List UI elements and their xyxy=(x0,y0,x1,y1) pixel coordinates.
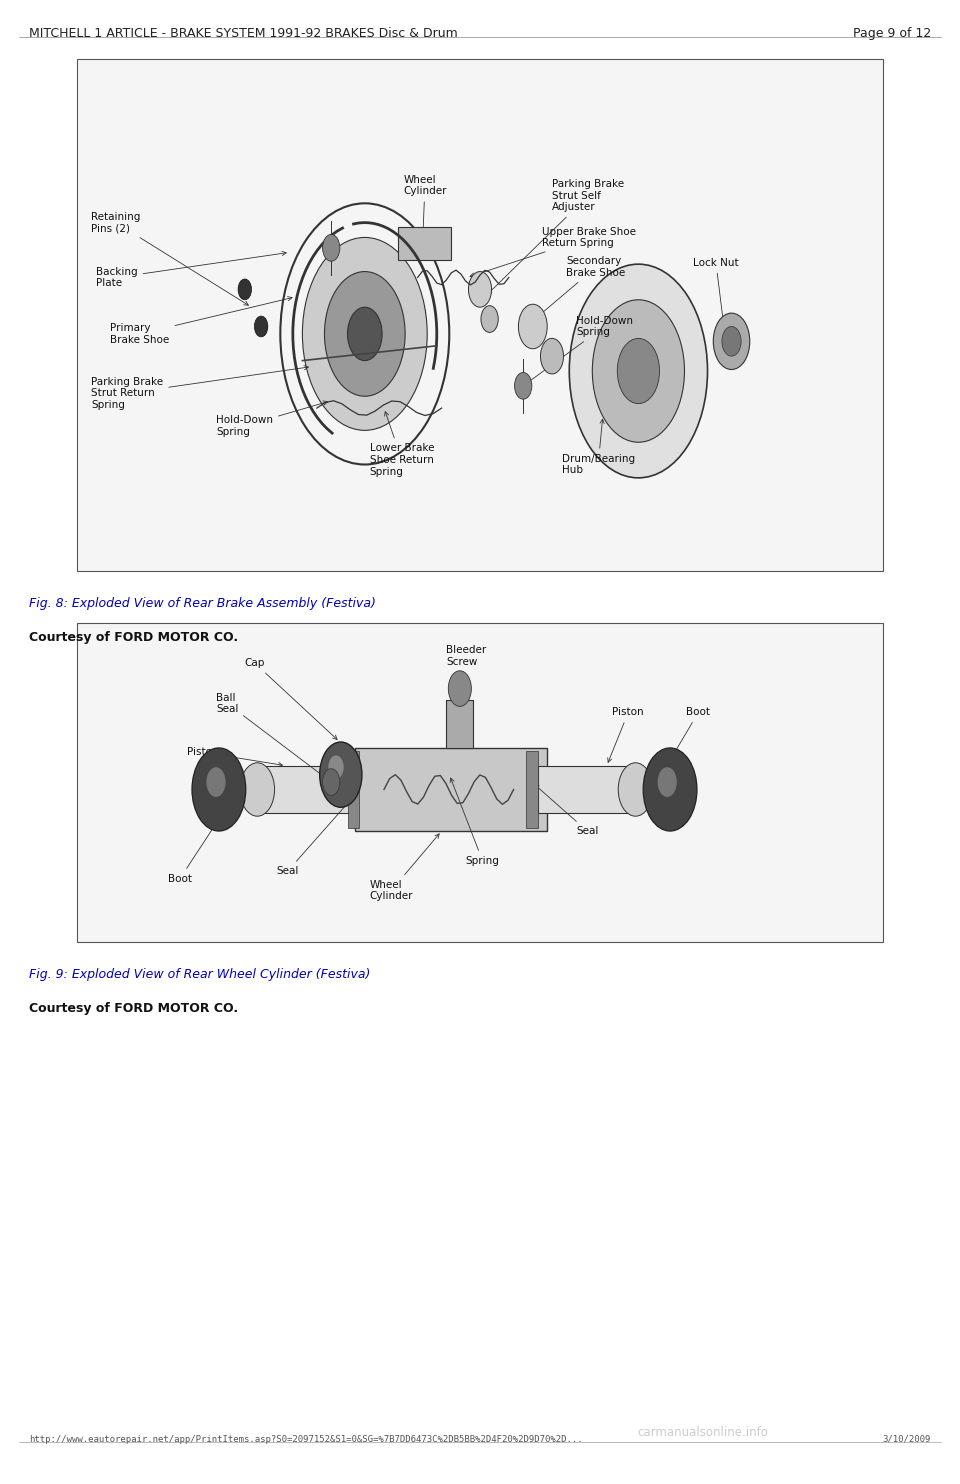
Text: Seal: Seal xyxy=(535,785,598,835)
Text: http://www.eautorepair.net/app/PrintItems.asp?S0=2097152&S1=0&SG=%7B7DD6473C%2DB: http://www.eautorepair.net/app/PrintItem… xyxy=(29,1435,583,1444)
Circle shape xyxy=(320,742,362,807)
Text: Fig. 8: Exploded View of Rear Brake Assembly (Festiva): Fig. 8: Exploded View of Rear Brake Asse… xyxy=(29,597,375,610)
Text: MITCHELL 1 ARTICLE - BRAKE SYSTEM 1991-92 BRAKES Disc & Drum: MITCHELL 1 ARTICLE - BRAKE SYSTEM 1991-9… xyxy=(29,27,458,40)
Circle shape xyxy=(713,313,750,370)
Text: Drum/Bearing
Hub: Drum/Bearing Hub xyxy=(562,418,635,475)
Bar xyxy=(526,751,538,828)
Circle shape xyxy=(468,272,492,307)
Circle shape xyxy=(348,307,382,361)
Circle shape xyxy=(254,316,268,337)
Text: Boot: Boot xyxy=(168,822,217,883)
Circle shape xyxy=(592,300,684,442)
Text: Spring: Spring xyxy=(450,778,499,865)
Text: Courtesy of FORD MOTOR CO.: Courtesy of FORD MOTOR CO. xyxy=(29,631,238,644)
Circle shape xyxy=(206,767,226,797)
Circle shape xyxy=(238,279,252,300)
Circle shape xyxy=(618,763,653,816)
Text: Backing
Plate: Backing Plate xyxy=(96,251,286,288)
Circle shape xyxy=(448,671,471,706)
Text: Ball
Seal: Ball Seal xyxy=(216,693,328,779)
Text: Secondary
Brake Shoe: Secondary Brake Shoe xyxy=(529,257,626,324)
Text: Wheel
Cylinder: Wheel Cylinder xyxy=(370,834,440,901)
Circle shape xyxy=(515,372,532,399)
Text: Fig. 9: Exploded View of Rear Wheel Cylinder (Festiva): Fig. 9: Exploded View of Rear Wheel Cyli… xyxy=(29,968,371,981)
Text: carmanualsonline.info: carmanualsonline.info xyxy=(637,1426,768,1439)
Text: 3/10/2009: 3/10/2009 xyxy=(883,1435,931,1444)
Circle shape xyxy=(518,304,547,349)
Circle shape xyxy=(540,338,564,374)
Bar xyxy=(77,623,883,942)
Text: Hold-Down
Spring: Hold-Down Spring xyxy=(526,316,633,384)
Text: Upper Brake Shoe
Return Spring: Upper Brake Shoe Return Spring xyxy=(470,227,636,278)
Text: Bleeder
Screw: Bleeder Screw xyxy=(446,646,487,690)
Text: Lower Brake
Shoe Return
Spring: Lower Brake Shoe Return Spring xyxy=(370,411,434,476)
Text: Piston: Piston xyxy=(187,748,282,767)
Circle shape xyxy=(240,763,275,816)
Text: Seal: Seal xyxy=(276,800,350,876)
Circle shape xyxy=(658,767,677,797)
Circle shape xyxy=(617,338,660,404)
Circle shape xyxy=(324,272,405,396)
Text: Boot: Boot xyxy=(674,708,710,754)
Circle shape xyxy=(569,264,708,478)
Text: Parking Brake
Strut Self
Adjuster: Parking Brake Strut Self Adjuster xyxy=(488,180,624,294)
Circle shape xyxy=(328,755,344,779)
Bar xyxy=(538,766,634,813)
Text: Piston: Piston xyxy=(608,708,644,763)
Bar xyxy=(259,766,355,813)
Circle shape xyxy=(323,769,340,795)
Text: Primary
Brake Shoe: Primary Brake Shoe xyxy=(110,297,292,344)
Circle shape xyxy=(323,234,340,261)
Bar xyxy=(77,59,883,571)
Text: Wheel
Cylinder: Wheel Cylinder xyxy=(403,175,446,245)
Circle shape xyxy=(192,748,246,831)
Circle shape xyxy=(643,748,697,831)
Bar xyxy=(348,751,359,828)
Circle shape xyxy=(481,306,498,332)
Circle shape xyxy=(302,237,427,430)
Text: Retaining
Pins (2): Retaining Pins (2) xyxy=(91,212,249,306)
Circle shape xyxy=(722,326,741,356)
Bar xyxy=(355,748,547,831)
Bar xyxy=(398,227,451,260)
Text: Parking Brake
Strut Return
Spring: Parking Brake Strut Return Spring xyxy=(91,365,308,410)
Text: Cap: Cap xyxy=(245,659,337,739)
Text: Page 9 of 12: Page 9 of 12 xyxy=(852,27,931,40)
Text: Hold-Down
Spring: Hold-Down Spring xyxy=(216,401,327,436)
Bar xyxy=(446,700,473,748)
Text: Lock Nut: Lock Nut xyxy=(693,258,739,331)
Text: Courtesy of FORD MOTOR CO.: Courtesy of FORD MOTOR CO. xyxy=(29,1002,238,1015)
